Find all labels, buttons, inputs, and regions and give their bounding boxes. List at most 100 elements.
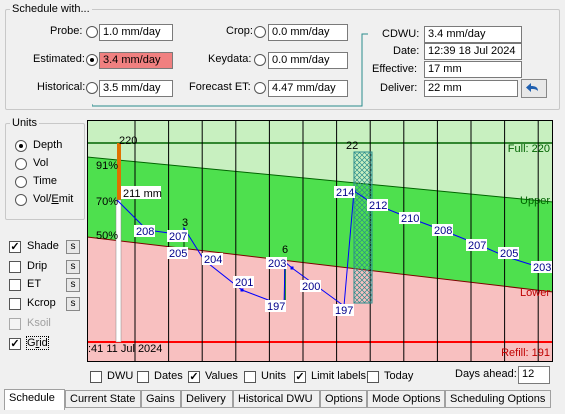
tab-options[interactable]: Options (320, 390, 367, 408)
crop-label: Crop: (226, 25, 253, 37)
limit-labels-checkbox[interactable]: ✓ (294, 371, 306, 383)
svg-text:200: 200 (302, 281, 320, 293)
date-field: 12:39 18 Jul 2024 (424, 43, 522, 60)
svg-text:214: 214 (336, 187, 354, 199)
tab-mode-options[interactable]: Mode Options (367, 390, 445, 408)
undo-icon (526, 83, 538, 92)
dwu-checkbox[interactable] (90, 371, 102, 383)
today-marker (115, 199, 122, 343)
full-label: Full: 220 (508, 143, 550, 155)
estimated-field[interactable]: 3.4 mm/day (99, 52, 173, 69)
historical-field[interactable]: 3.5 mm/day (99, 80, 173, 97)
values-checkbox[interactable]: ✓ (188, 371, 200, 383)
kcrop-s-button[interactable]: s (66, 297, 80, 311)
shade-checkbox[interactable]: ✓ (9, 241, 21, 253)
shade-label: Shade (27, 240, 59, 252)
point-label-205b: 205 (498, 247, 519, 260)
dates-label: Dates (154, 370, 183, 382)
crop-radio[interactable] (254, 26, 266, 38)
tab-current-state[interactable]: Current State (65, 390, 141, 408)
et-checkbox[interactable] (9, 279, 21, 291)
tab-schedule[interactable]: Schedule (4, 389, 65, 410)
irrigation-label-22: 22 (346, 140, 358, 152)
cdwu-field: 3.4 mm/day (424, 26, 522, 43)
point-label-208a: 208 (134, 225, 155, 238)
today-label: Today (384, 370, 414, 382)
historical-radio[interactable] (86, 82, 98, 94)
drip-s-button[interactable]: s (66, 260, 80, 274)
grid-checkbox[interactable]: ✓ (9, 338, 21, 350)
forecast-field[interactable]: 4.47 mm/day (268, 80, 348, 97)
dates-checkbox[interactable] (137, 371, 149, 383)
dwu-label: DWU (107, 370, 134, 382)
date-label: Date: (393, 45, 420, 57)
units-legend: Units (12, 117, 38, 129)
point-label-205a: 205 (167, 247, 188, 260)
tab-scheduling-options[interactable]: Scheduling Options (445, 390, 551, 408)
svg-text:201: 201 (235, 277, 253, 289)
undo-button[interactable] (521, 79, 547, 98)
svg-text:208: 208 (434, 225, 452, 237)
keydata-label: Keydata: (208, 53, 252, 65)
units-group: Units (5, 117, 85, 220)
svg-text:197: 197 (267, 301, 285, 313)
days-ahead-label: Days ahead: (455, 368, 517, 380)
keydata-radio[interactable] (254, 54, 266, 66)
pct-label-50: 50% (96, 230, 118, 242)
point-label-203a: 203 (266, 257, 287, 270)
point-label-197a: 197 (265, 300, 286, 313)
deliver-label: Deliver: (380, 82, 418, 94)
drip-label: Drip (27, 260, 48, 272)
probe-radio[interactable] (86, 26, 98, 38)
schedule-chart[interactable]: Full: 220 Upper Lower Refill: 191 :41 11… (87, 120, 553, 362)
keydata-field[interactable]: 0.0 mm/day (268, 52, 348, 69)
first-value-bg (121, 186, 161, 199)
probe-field[interactable]: 1.0 mm/day (99, 24, 173, 41)
irrigation-label-6: 6 (282, 244, 288, 256)
trace-point (240, 288, 244, 292)
et-s-button[interactable]: s (66, 278, 80, 292)
units-label: Units (261, 370, 287, 382)
unit-radio-time[interactable] (15, 176, 27, 188)
svg-text:207: 207 (169, 231, 187, 243)
svg-text:204: 204 (204, 254, 222, 266)
values-label: Values (205, 370, 238, 382)
shade-s-button[interactable]: s (66, 240, 80, 254)
estimated-radio[interactable] (86, 54, 98, 66)
unit-radio-depth[interactable] (15, 140, 27, 152)
effective-field: 17 mm (424, 61, 522, 78)
schedule-group: Schedule with... (5, 3, 560, 110)
units-checkbox[interactable] (244, 371, 256, 383)
kcrop-checkbox[interactable] (9, 298, 21, 310)
svg-text:210: 210 (401, 213, 419, 225)
svg-text:203: 203 (533, 262, 551, 274)
tab-gains[interactable]: Gains (141, 390, 181, 408)
tab-delivery[interactable]: Delivery (181, 390, 233, 408)
irrigation-label-3: 3 (182, 217, 188, 229)
today-checkbox[interactable] (367, 371, 379, 383)
tab-historical-dwu[interactable]: Historical DWU (233, 390, 320, 408)
point-label-212: 212 (367, 199, 388, 212)
point-label-214: 214 (334, 186, 355, 199)
ksoil-label: Ksoil (27, 317, 51, 329)
deliver-field[interactable]: 22 mm (424, 80, 518, 97)
point-label-204: 204 (202, 253, 223, 266)
cdwu-label: CDWU: (382, 28, 420, 40)
days-ahead-field[interactable]: 12 (518, 366, 550, 384)
upper-line (87, 156, 553, 203)
unit-radio-vol-emit[interactable] (15, 194, 27, 206)
point-label-210: 210 (399, 212, 420, 225)
point-label-207b: 207 (466, 239, 487, 252)
svg-text:203: 203 (268, 258, 286, 270)
svg-text:205: 205 (169, 248, 187, 260)
svg-text:212: 212 (369, 200, 387, 212)
connector-line (92, 33, 368, 107)
forecast-radio[interactable] (254, 82, 266, 94)
unit-radio-vol[interactable] (15, 158, 27, 170)
et-label: ET (27, 278, 42, 290)
unit-label-depth: Depth (33, 139, 63, 151)
drip-checkbox[interactable] (9, 261, 21, 273)
crop-field[interactable]: 0.0 mm/day (268, 24, 348, 41)
point-label-201: 201 (233, 276, 254, 289)
unit-label-time: Time (33, 175, 58, 187)
